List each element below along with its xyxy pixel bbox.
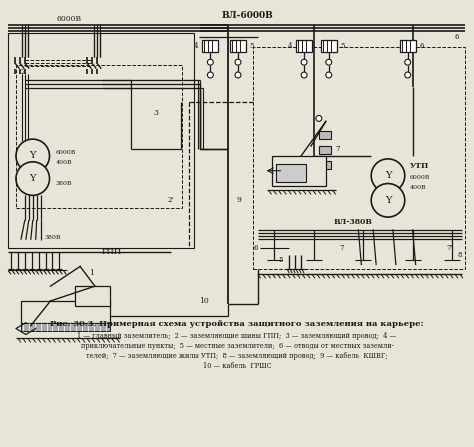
Bar bbox=[21, 301, 109, 323]
Text: УТП: УТП bbox=[410, 162, 429, 170]
Text: Y: Y bbox=[29, 174, 36, 183]
Text: 6: 6 bbox=[253, 244, 258, 252]
Bar bbox=[319, 131, 331, 139]
Text: ВЛ-380В: ВЛ-380В bbox=[334, 218, 373, 226]
Text: 8: 8 bbox=[457, 251, 462, 258]
Circle shape bbox=[208, 72, 213, 78]
Text: 6000В: 6000В bbox=[57, 15, 82, 23]
Text: 380В: 380В bbox=[44, 235, 61, 240]
Circle shape bbox=[235, 72, 241, 78]
Text: 3: 3 bbox=[154, 110, 159, 118]
Text: Рис. 30.3. Примерная схема устройства защитного заземления на карьере:: Рис. 30.3. Примерная схема устройства за… bbox=[50, 320, 424, 328]
Circle shape bbox=[316, 115, 322, 122]
Circle shape bbox=[208, 59, 213, 65]
Circle shape bbox=[16, 139, 49, 173]
Circle shape bbox=[405, 59, 410, 65]
Text: Y: Y bbox=[385, 196, 391, 205]
Text: 2': 2' bbox=[168, 196, 174, 204]
Text: Y: Y bbox=[385, 171, 391, 180]
Bar bbox=[400, 41, 416, 52]
Text: 6000В: 6000В bbox=[55, 151, 76, 156]
Bar bbox=[16, 65, 182, 208]
Bar bbox=[202, 41, 218, 52]
Circle shape bbox=[371, 159, 405, 192]
Bar bbox=[319, 161, 331, 169]
Text: 7: 7 bbox=[336, 145, 340, 153]
Bar bbox=[253, 47, 465, 270]
Text: 1: 1 bbox=[90, 270, 94, 277]
Text: 7: 7 bbox=[339, 244, 344, 252]
Text: ВЛ-6000В: ВЛ-6000В bbox=[222, 11, 273, 20]
Circle shape bbox=[301, 72, 307, 78]
Text: телей;  7 — заземляющие жилы УТП;  8 — заземляющий провод;  9 — кабель  КШВГ;: телей; 7 — заземляющие жилы УТП; 8 — заз… bbox=[86, 352, 388, 360]
Circle shape bbox=[326, 59, 332, 65]
Bar bbox=[75, 286, 109, 306]
Text: 4: 4 bbox=[194, 42, 199, 51]
Circle shape bbox=[301, 59, 307, 65]
Text: 5: 5 bbox=[341, 42, 345, 51]
Text: 4: 4 bbox=[288, 42, 292, 51]
Circle shape bbox=[371, 184, 405, 217]
Text: 5: 5 bbox=[250, 42, 255, 51]
Text: 400В: 400В bbox=[410, 185, 426, 190]
Bar bbox=[8, 33, 193, 248]
Bar bbox=[276, 164, 306, 181]
Circle shape bbox=[326, 72, 332, 78]
Bar bbox=[230, 41, 246, 52]
Text: 9: 9 bbox=[236, 196, 241, 204]
Circle shape bbox=[16, 162, 49, 195]
Text: 7': 7' bbox=[446, 244, 452, 252]
Text: 400В: 400В bbox=[55, 160, 72, 165]
Text: 1 — главный заземлитель;  2 — заземляющие шины ГПП;  3 — заземляющий провод;  4 : 1 — главный заземлитель; 2 — заземляющие… bbox=[77, 333, 397, 341]
Text: Y: Y bbox=[29, 152, 36, 160]
Text: 5: 5 bbox=[278, 256, 283, 264]
Text: 6: 6 bbox=[455, 34, 459, 42]
Bar bbox=[321, 41, 337, 52]
Circle shape bbox=[405, 72, 410, 78]
Text: 10 — кабель  ГРШС: 10 — кабель ГРШС bbox=[203, 362, 271, 370]
Text: 10: 10 bbox=[199, 297, 209, 305]
Bar bbox=[272, 156, 326, 186]
Text: 6: 6 bbox=[419, 42, 424, 51]
Text: 2: 2 bbox=[21, 68, 25, 76]
Text: ГПП: ГПП bbox=[102, 248, 122, 256]
Text: 6000В: 6000В bbox=[410, 175, 430, 180]
Bar bbox=[319, 146, 331, 154]
Text: приключательные пункты;  5 — местные заземлители;  6 — отводы от местных заземли: приключательные пункты; 5 — местные зазе… bbox=[81, 342, 393, 350]
Bar bbox=[21, 323, 109, 331]
Circle shape bbox=[235, 59, 241, 65]
Text: 380В: 380В bbox=[55, 181, 72, 186]
Bar bbox=[296, 41, 312, 52]
